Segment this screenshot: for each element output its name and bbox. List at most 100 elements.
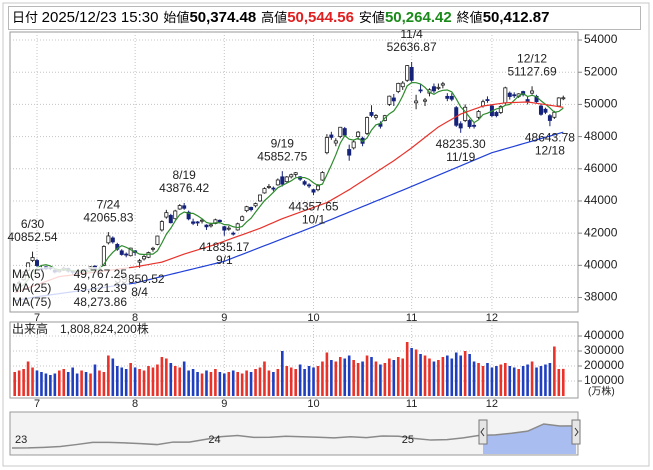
volume-bar [338,357,342,396]
volume-bar [526,364,529,396]
candle-body [396,82,401,92]
candle-body [159,221,164,231]
candle-body [543,108,548,113]
volume-bar [361,361,364,396]
navigator-label: 23 [15,434,27,446]
volume-unit: (万株) [588,385,615,398]
annotation-date: 8/19 [173,168,197,182]
volume-bar [267,370,271,396]
volume-bar [504,363,507,396]
volume-bar [481,366,485,396]
volume-bar [231,370,235,396]
volume-bar [40,372,43,396]
y-tick-label: 48000 [584,129,618,143]
volume-bar [26,361,30,396]
candle-body [231,232,236,235]
volume-bar [544,364,547,396]
candle-body [35,260,40,266]
annotation-date: 12/12 [517,51,547,65]
volume-bar [379,364,382,396]
candle-body [119,250,124,255]
volume-bar [553,346,556,396]
annotation-date: 9/1 [216,253,233,267]
candle-body [173,210,178,220]
volume-bar [107,355,110,396]
volume-bar [53,373,57,396]
candle-body [338,126,343,137]
candle-body [164,212,169,218]
volume-bar [111,358,115,396]
annotation-date: 10/1 [302,212,326,226]
candle-body [472,124,477,127]
candle-body [101,246,106,266]
volume-bar [71,367,74,396]
volume-bar [428,358,431,396]
volume-bar [521,366,525,396]
y-tick-label: 44000 [584,193,618,207]
candle-body [369,112,374,116]
x-tick-label: 8 [132,398,138,410]
candle-body [142,256,147,260]
candle-body [271,187,276,190]
volume-bar [330,360,333,396]
volume-bar [539,366,543,396]
candle-body [293,172,298,175]
volume-bar [352,360,355,396]
volume-bar [49,375,52,396]
value: 50,544.56 [287,9,354,26]
header: 日付 2025/12/23 15:30 始値50,374.48 高値50,544.5… [8,6,641,30]
volume-legend: 出来高 1,808,824,200株 [12,321,149,336]
legend-value: 48,273.86 [74,295,128,309]
candle-body [409,67,414,81]
volume-bar [44,373,48,396]
candle-body [449,95,454,100]
volume-bar [173,366,177,396]
candle-body [311,189,316,193]
navigator-handle[interactable] [571,419,581,445]
annotation-date: 11/19 [446,150,475,164]
volume-bar [124,369,128,396]
legend-box [11,267,129,311]
volume-bar [62,369,66,396]
value: 50,264.42 [384,9,452,26]
volume-bar [303,369,306,396]
candle-body [128,247,133,257]
volume-bar [31,367,34,396]
y-tick-label: 400000 [584,328,624,342]
candle-body [351,141,356,149]
candle-body [512,94,517,97]
volume-bar [151,367,155,396]
candle-body [195,221,200,224]
candle-body [307,184,312,187]
volume-bar [249,372,253,396]
annotation-value: 48643.78 [525,130,575,144]
volume-bar [147,366,150,396]
navigator-handle[interactable] [478,419,488,445]
volume-bar [499,364,503,396]
y-tick-label: 50000 [584,97,618,111]
candle-body [538,105,543,115]
candle-body [329,134,334,138]
annotation-value: 45852.75 [257,149,307,163]
volume-bar [196,372,199,396]
volume-bar [446,355,449,396]
volume-bar [486,363,489,396]
volume-bar [218,372,222,396]
volume-bar [535,367,538,396]
candle-body [561,97,566,100]
y-tick-label: 200000 [584,358,624,372]
candle-body [302,181,307,185]
legend-value: 49,767.25 [74,267,128,281]
volume-bar [236,372,239,396]
legend-value: 49,821.39 [74,281,128,295]
volume-bar [200,373,204,396]
y-tick-label: 54000 [584,32,618,46]
volume-bar [17,370,21,396]
volume-bar [396,357,400,396]
volume-bar [388,358,391,396]
volume-bar [227,372,231,396]
volume-bar [432,361,436,396]
candle-body [137,260,142,263]
volume-bar [240,373,244,396]
navigator-label: 25 [402,434,414,446]
